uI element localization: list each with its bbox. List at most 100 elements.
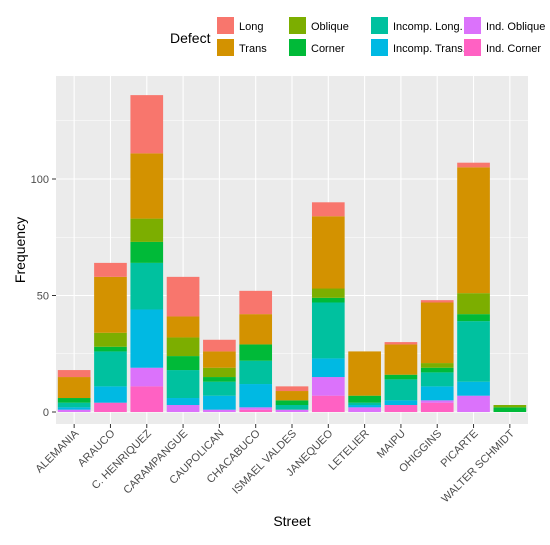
legend-label: Trans [239,43,267,55]
bars-group [57,95,527,412]
bar-segment [239,344,273,361]
bar-segment [94,402,127,412]
bar-segment [130,218,164,242]
bar-segment [57,409,91,412]
bar-segment [457,314,490,322]
bar-segment [420,300,454,303]
bar-segment [457,321,490,382]
legend-label: Incomp. Long. [393,21,463,33]
bar-segment [384,405,418,412]
bar-segment [203,395,236,410]
bar-segment [203,351,236,368]
legend-title: Defect [170,30,211,46]
bar-segment [275,409,309,412]
bar-segment [166,398,200,406]
bar-segment [57,407,91,410]
legend-label: Oblique [311,21,349,33]
bar-segment [348,405,381,408]
bar-segment [130,262,164,310]
y-tick-label: 0 [43,407,49,419]
legend-swatch [464,39,481,56]
bar-segment [384,374,418,380]
x-tick-label: ISMAEL VALDES [230,428,299,497]
y-tick-label: 100 [31,174,49,186]
bar-segment [457,381,490,396]
bar-segment [493,407,527,412]
bar-segment [275,386,309,392]
bar-segment [94,386,127,403]
bar-segment [457,395,490,412]
bar-segment [348,407,381,412]
legend-label: Ind. Oblique [486,21,545,33]
legend-swatch [371,17,388,34]
bar-segment [311,302,345,359]
bar-segment [311,377,345,396]
bar-segment [420,386,454,401]
legend-swatch [217,17,234,34]
x-tick-label: ALEMANIA [33,427,81,475]
bar-segment [311,395,345,412]
bar-segment [94,262,127,277]
bar-segment [94,332,127,347]
bar-segment [94,346,127,352]
bar-segment [348,402,381,406]
x-tick-label: CARAMPANGUE [121,428,190,497]
bar-segment [239,384,273,408]
bar-segment [203,339,236,352]
bar-segment [57,370,91,378]
bar-segment [166,337,200,357]
bar-segment [203,381,236,396]
bar-segment [57,377,91,399]
x-tick-label: WALTER SCHMIDT [439,427,517,505]
bar-segment [275,400,309,406]
bar-segment [384,344,418,375]
y-axis-title: Frequency [12,217,28,283]
bar-segment [166,405,200,412]
bar-segment [203,367,236,378]
bar-segment [275,405,309,410]
bar-segment [420,363,454,368]
legend-swatch [371,39,388,56]
bar-segment [130,367,164,387]
bar-segment [203,377,236,382]
bar-segment [275,391,309,401]
bar-segment [311,216,345,289]
legend-label: Ind. Corner [486,43,541,55]
bar-segment [420,372,454,387]
legend-swatch [217,39,234,56]
bar-segment [57,402,91,408]
bar-segment [311,297,345,303]
legend-label: Long [239,21,263,33]
bar-segment [384,342,418,345]
legend: Defect Long Trans Oblique Corner Incomp. Lon… [170,17,545,56]
bar-segment [130,241,164,263]
bar-segment [348,351,381,396]
bar-segment [420,400,454,403]
bar-segment [130,309,164,368]
bar-segment [130,386,164,412]
y-tick-label: 50 [37,291,49,303]
bar-segment [420,402,454,412]
bar-segment [348,395,381,403]
bar-segment [239,314,273,345]
bar-segment [239,360,273,385]
legend-swatch [464,17,481,34]
bar-segment [239,407,273,410]
bar-segment [166,316,200,338]
bar-segment [457,162,490,168]
bar-segment [384,400,418,406]
bar-segment [420,302,454,364]
legend-swatch [289,17,306,34]
legend-label: Incomp. Trans. [393,43,466,55]
bar-segment [203,409,236,412]
bar-segment [457,293,490,315]
bar-segment [94,351,127,387]
x-axis-title: Street [273,513,310,529]
bar-segment [166,276,200,317]
bar-segment [239,290,273,315]
legend-swatch [289,39,306,56]
bar-segment [384,379,418,401]
